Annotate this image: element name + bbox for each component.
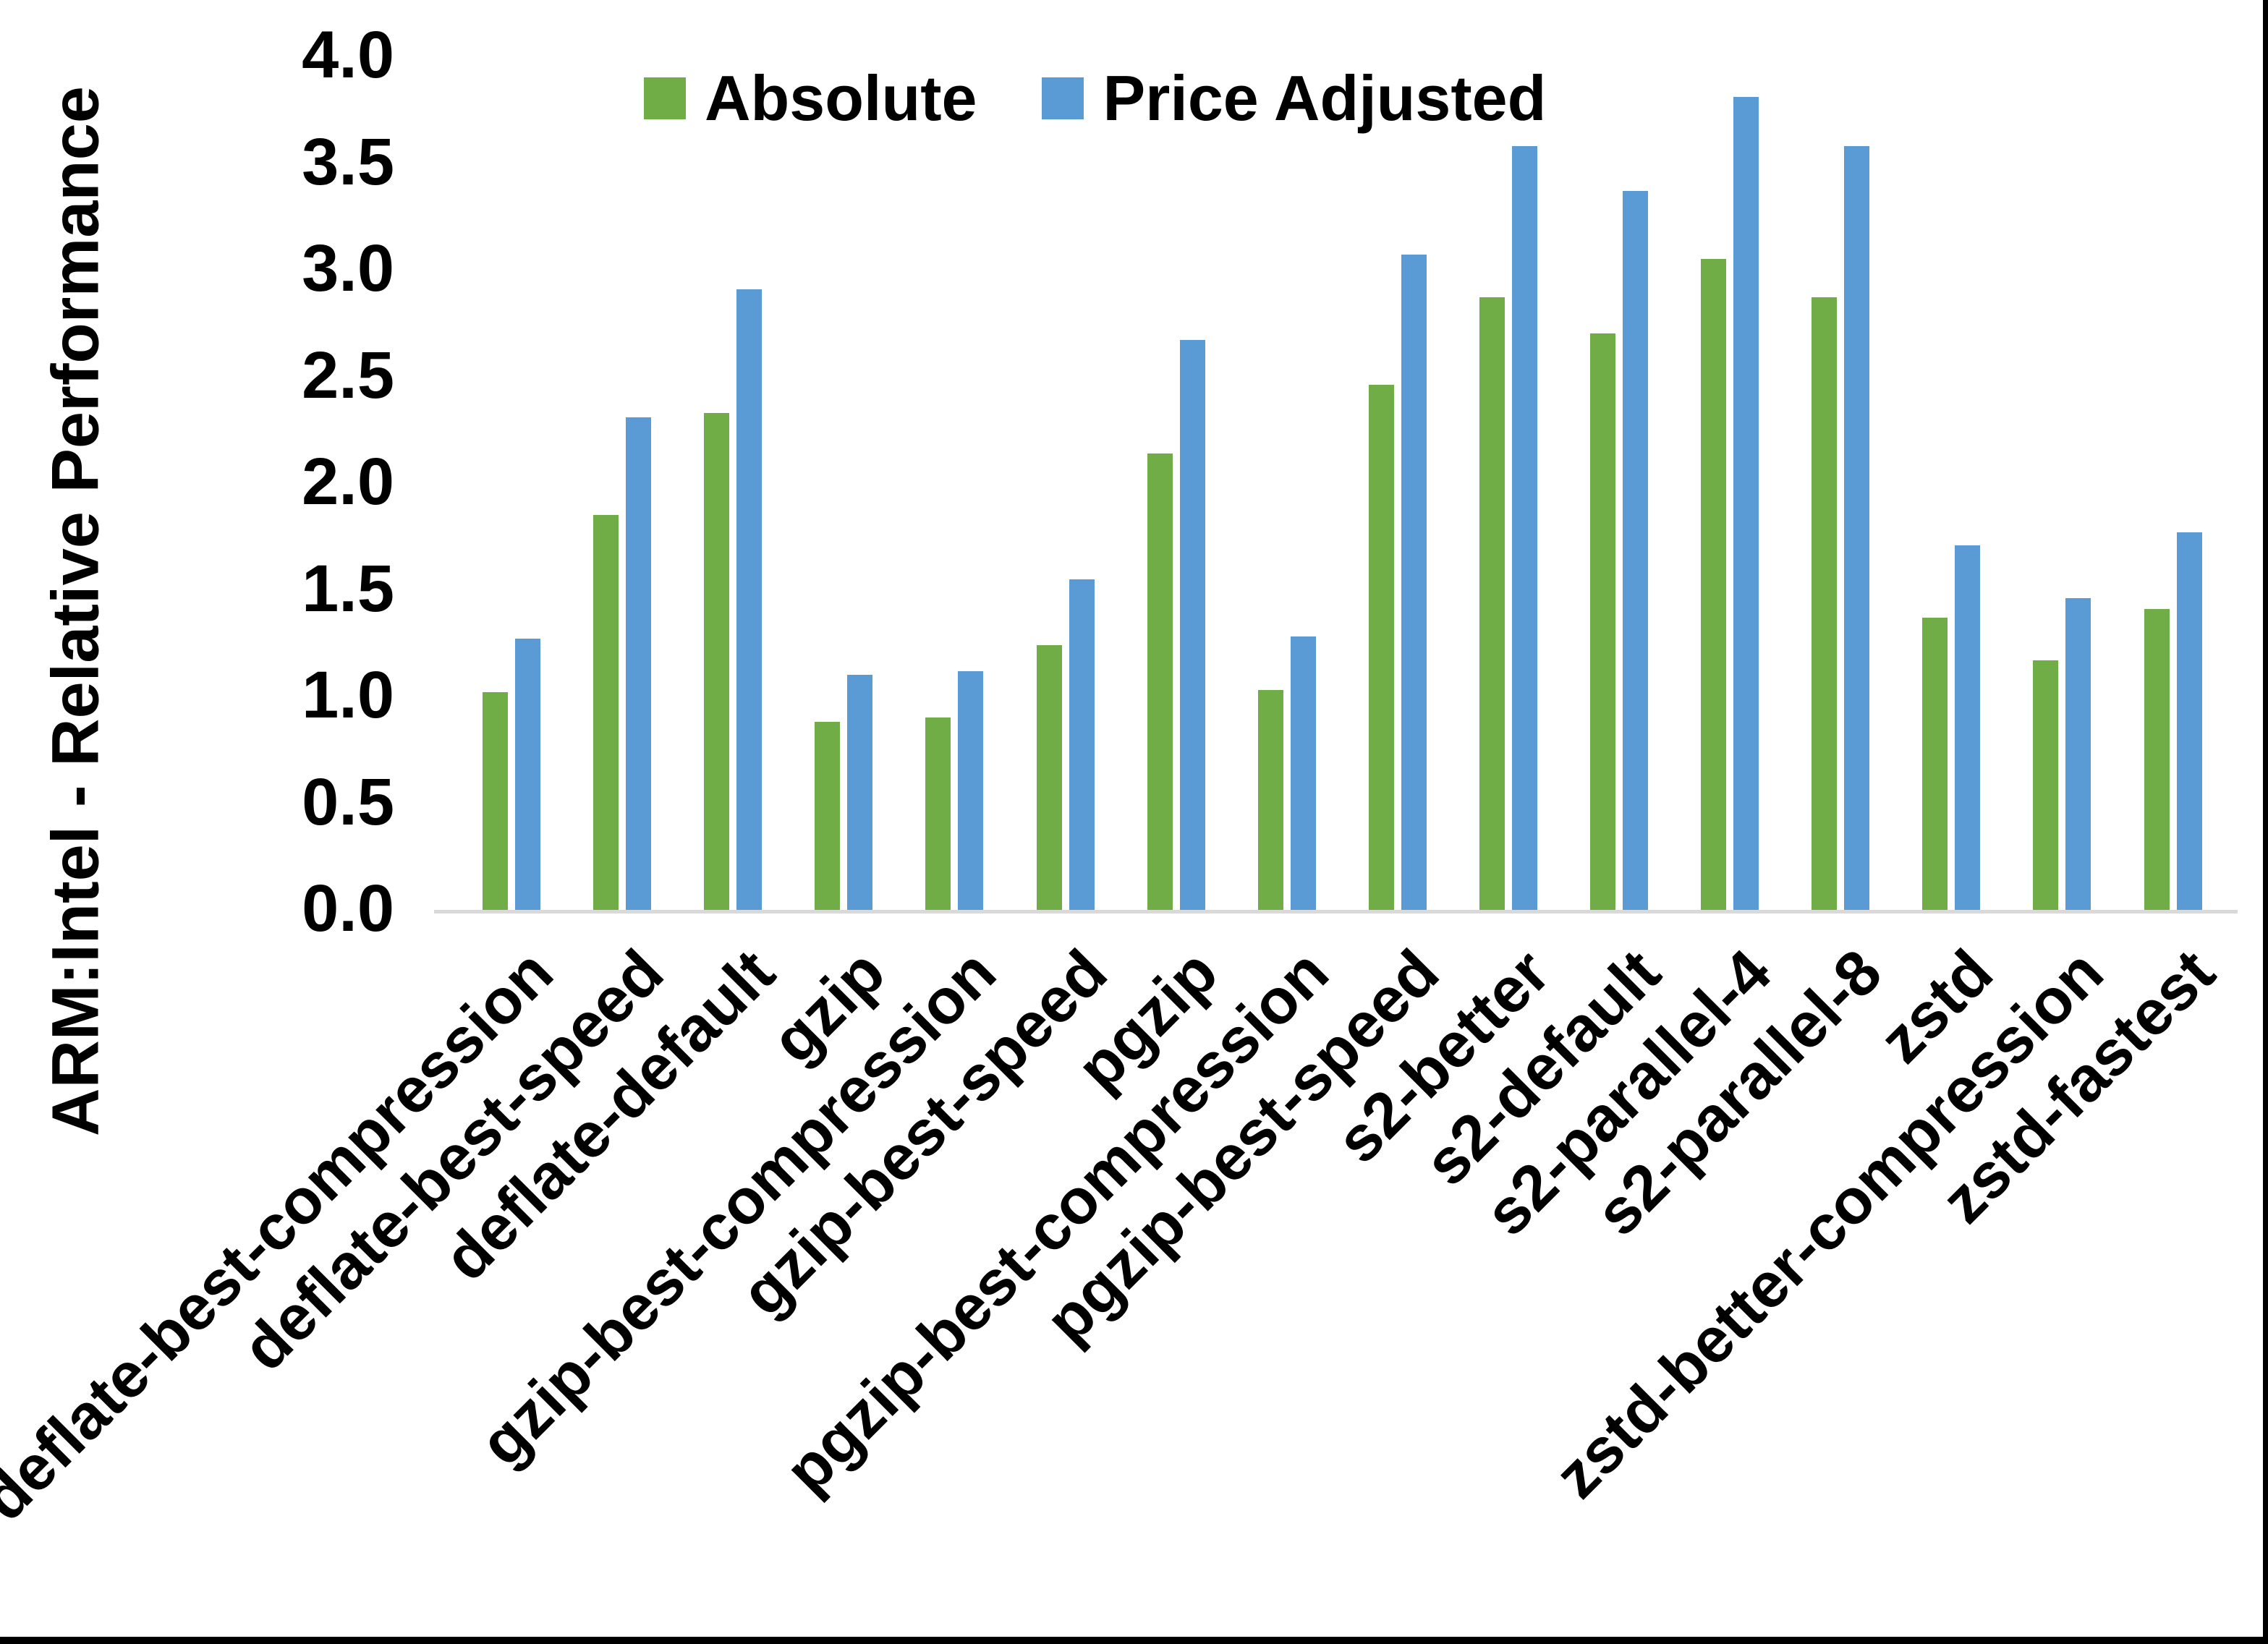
bar-price-adjusted-deflate-best-compression bbox=[515, 639, 540, 910]
bar-price-adjusted-pgzip-best-speed bbox=[1401, 255, 1427, 910]
bar-absolute-deflate-best-compression bbox=[483, 692, 508, 910]
y-tick-label-1.0: 1.0 bbox=[302, 658, 394, 733]
bar-price-adjusted-zstd-fastest bbox=[2177, 532, 2202, 910]
bar-price-adjusted-gzip-best-speed bbox=[1069, 579, 1095, 910]
absolute-swatch-icon bbox=[644, 77, 686, 119]
price-adjusted-swatch-icon bbox=[1042, 77, 1084, 119]
y-tick-label-3.0: 3.0 bbox=[302, 231, 394, 306]
bar-absolute-gzip-best-compression bbox=[925, 717, 951, 910]
bar-price-adjusted-gzip-best-compression bbox=[958, 671, 983, 910]
bar-absolute-s2-default bbox=[1590, 333, 1615, 910]
y-tick-label-1.5: 1.5 bbox=[302, 551, 394, 626]
legend-item-absolute: Absolute bbox=[644, 67, 977, 130]
legend-label-price-adjusted: Price Adjusted bbox=[1103, 62, 1547, 134]
bar-price-adjusted-zstd-better-compression bbox=[2065, 598, 2091, 910]
y-tick-label-3.5: 3.5 bbox=[302, 124, 394, 199]
legend-label-absolute: Absolute bbox=[705, 62, 977, 134]
bar-absolute-s2-parallel-4 bbox=[1701, 259, 1726, 910]
bar-absolute-pgzip-best-speed bbox=[1369, 385, 1394, 910]
bar-price-adjusted-s2-default bbox=[1623, 191, 1648, 910]
bar-absolute-s2-parallel-8 bbox=[1812, 297, 1837, 910]
y-tick-label-4.0: 4.0 bbox=[302, 18, 394, 93]
bar-price-adjusted-zstd bbox=[1955, 545, 1980, 910]
bar-absolute-zstd bbox=[1922, 618, 1948, 910]
bar-price-adjusted-s2-parallel-8 bbox=[1844, 146, 1869, 910]
legend-item-price-adjusted: Price Adjusted bbox=[1042, 67, 1546, 130]
y-tick-label-0.0: 0.0 bbox=[302, 872, 394, 946]
bar-absolute-gzip-best-speed bbox=[1037, 645, 1062, 910]
bar-price-adjusted-s2-better bbox=[1512, 146, 1537, 910]
right-frame-edge bbox=[2263, 0, 2268, 1644]
bar-absolute-deflate-default bbox=[704, 413, 729, 910]
bar-absolute-pgzip-best-compression bbox=[1258, 690, 1283, 910]
legend: Absolute Price Adjusted bbox=[644, 67, 1546, 130]
bar-price-adjusted-pgzip-best-compression bbox=[1291, 636, 1316, 910]
bar-absolute-s2-better bbox=[1479, 297, 1505, 910]
y-tick-label-2.0: 2.0 bbox=[302, 445, 394, 519]
bottom-frame-edge bbox=[0, 1637, 2268, 1644]
bar-absolute-gzip bbox=[815, 722, 840, 910]
bar-absolute-deflate-best-speed bbox=[593, 515, 619, 910]
y-tick-label-0.5: 0.5 bbox=[302, 764, 394, 839]
y-tick-label-2.5: 2.5 bbox=[302, 338, 394, 412]
bar-price-adjusted-deflate-default bbox=[736, 289, 762, 910]
bar-price-adjusted-s2-parallel-4 bbox=[1733, 97, 1759, 910]
bar-absolute-pgzip bbox=[1147, 453, 1173, 910]
x-axis-line bbox=[434, 910, 2238, 913]
bar-price-adjusted-gzip bbox=[847, 675, 872, 910]
bar-price-adjusted-deflate-best-speed bbox=[626, 417, 651, 910]
bar-absolute-zstd-fastest bbox=[2144, 609, 2170, 910]
bar-price-adjusted-pgzip bbox=[1180, 340, 1205, 910]
bar-absolute-zstd-better-compression bbox=[2033, 660, 2058, 910]
